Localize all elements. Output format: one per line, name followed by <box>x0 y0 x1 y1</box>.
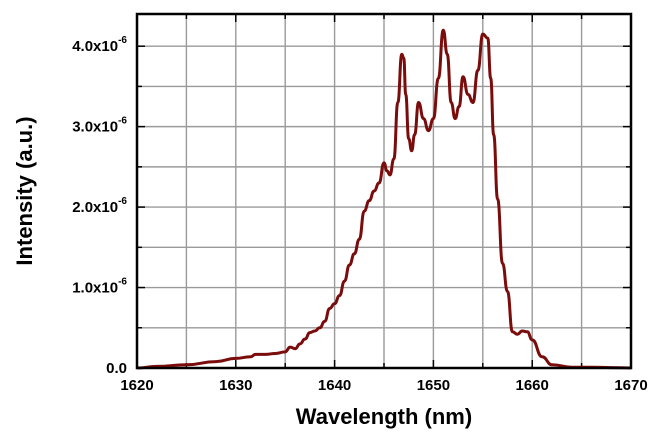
x-tick-label: 1650 <box>417 377 450 394</box>
x-tick-label: 1620 <box>120 377 153 394</box>
x-tick-label: 1640 <box>318 377 351 394</box>
x-tick-label: 1660 <box>516 377 549 394</box>
y-tick-label: 1.0x10-6 <box>72 277 127 297</box>
plot-frame <box>135 12 633 370</box>
y-axis-title: Intensity (a.u.) <box>12 116 37 265</box>
x-tick-label: 1670 <box>614 377 647 394</box>
y-tick-label: 4.0x10-6 <box>72 35 127 55</box>
x-tick-labels: 1620 1630 1640 1650 1660 1670 <box>120 377 647 394</box>
y-tick-label: 0.0 <box>106 360 127 377</box>
y-tick-labels: 0.0 1.0x10-6 2.0x10-6 3.0x10-6 4.0x10-6 <box>72 35 127 377</box>
y-tick-label: 2.0x10-6 <box>72 196 127 216</box>
x-tick-label: 1630 <box>219 377 252 394</box>
x-axis-title: Wavelength (nm) <box>296 404 472 429</box>
spectrum-line <box>136 28 632 370</box>
grid-lines <box>136 14 632 369</box>
y-tick-label: 3.0x10-6 <box>72 116 127 136</box>
